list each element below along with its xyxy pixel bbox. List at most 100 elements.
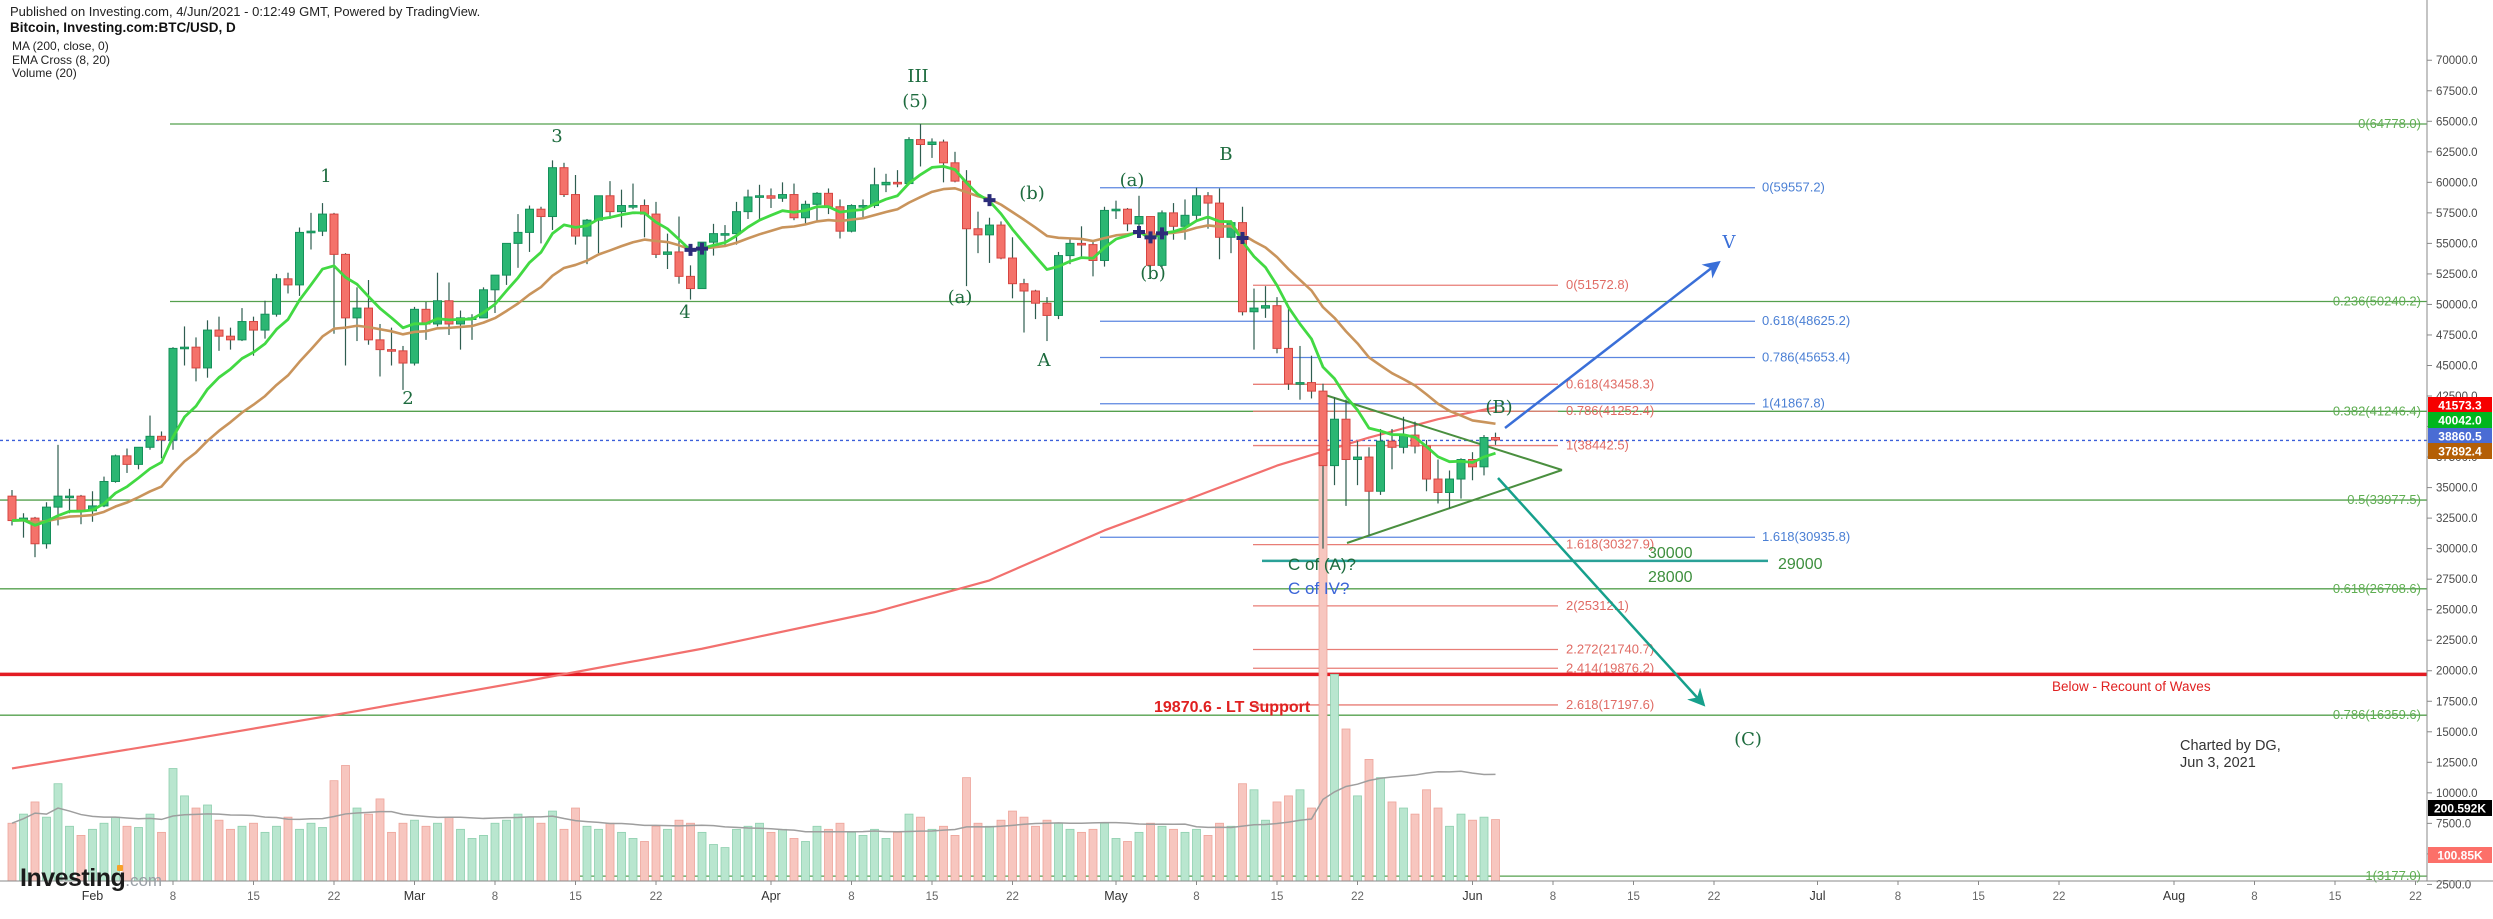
svg-text:22: 22 [2409,891,2422,903]
svg-text:22: 22 [650,891,663,903]
drawn-lines [0,439,2427,677]
svg-text:22: 22 [1006,891,1019,903]
svg-text:38860.5: 38860.5 [2438,430,2482,444]
svg-text:A: A [1037,350,1052,371]
investing-logo-dot-icon [117,865,123,871]
svg-text:52500.0: 52500.0 [2436,269,2478,281]
investing-logo-text: Investing [20,864,126,892]
svg-text:Aug: Aug [2163,889,2185,903]
svg-text:(a): (a) [1120,170,1145,191]
svg-text:0.5(33977.5): 0.5(33977.5) [2347,492,2421,507]
svg-text:0.618(26708.6): 0.618(26708.6) [2333,581,2421,596]
svg-text:50000.0: 50000.0 [2436,299,2478,311]
ma200-line [11,406,1496,770]
svg-text:C of (A)?: C of (A)? [1288,555,1356,574]
scenario-arrows [1497,260,1721,707]
legend-item-ma200[interactable]: MA (200, close, 0) [12,39,109,53]
wave-annotations: 1 2 3 4 III (5) (a) (b) A (a) (b) B (B) V (C) [320,66,1762,750]
bullish-scenario-arrow [1504,260,1721,429]
svg-text:0(51572.8): 0(51572.8) [1566,277,1629,292]
fib-green: 0(64778.0) 0.236(50240.2) 0.382(41246.4) 0.… [0,116,2427,883]
time-axis[interactable]: Feb 8 15 22 Mar 8 15 22 Apr 8 15 22 May 8 15 22 Jun 8 15 22… [0,880,2493,903]
fib-blue: 0(59557.2) 0.618(48625.2) 0.786(45653.4) 1(… [1100,180,1850,544]
svg-text:22: 22 [328,891,341,903]
svg-text:1.618(30935.8): 1.618(30935.8) [1762,529,1850,544]
svg-text:8: 8 [848,891,854,903]
svg-text:70000.0: 70000.0 [2436,55,2478,67]
legend-item-ema-cross[interactable]: EMA Cross (8, 20) [12,52,111,67]
ema-cross-markers [684,194,1249,256]
svg-text:41573.3: 41573.3 [2438,399,2482,413]
svg-text:62500.0: 62500.0 [2436,147,2478,159]
svg-text:May: May [1104,889,1128,903]
ema20-line [11,187,1496,524]
svg-text:15: 15 [569,891,582,903]
svg-text:(b): (b) [1019,183,1045,204]
svg-text:1: 1 [320,166,331,187]
svg-text:0.786(41252.4): 0.786(41252.4) [1566,403,1654,418]
svg-text:40042.0: 40042.0 [2438,414,2482,428]
svg-text:0.236(50240.2): 0.236(50240.2) [2333,294,2421,309]
svg-text:35000.0: 35000.0 [2436,483,2478,495]
svg-text:8: 8 [1193,891,1199,903]
svg-text:(a): (a) [948,287,973,308]
svg-text:8: 8 [1550,891,1556,903]
svg-text:22: 22 [1708,891,1721,903]
svg-text:17500.0: 17500.0 [2436,696,2478,708]
svg-text:15000.0: 15000.0 [2436,727,2478,739]
svg-text:20000.0: 20000.0 [2436,666,2478,678]
symbol-title: Bitcoin, Investing.com:BTC/USD, D [10,20,236,35]
svg-text:2.414(19876.2): 2.414(19876.2) [1566,660,1654,675]
svg-text:100.85K: 100.85K [2437,849,2483,863]
text-annotations: C of (A)? C of IV? 30000 28000 29000 19870.6 … [1154,545,2281,771]
candles[interactable] [7,124,1500,558]
svg-text:45000.0: 45000.0 [2436,360,2478,372]
svg-text:(b): (b) [1140,263,1166,284]
svg-text:1(38442.5): 1(38442.5) [1566,438,1629,453]
published-line: Published on Investing.com, 4/Jun/2021 -… [10,4,481,19]
svg-text:(B): (B) [1485,397,1512,418]
svg-text:25000.0: 25000.0 [2436,605,2478,617]
svg-text:27500.0: 27500.0 [2436,574,2478,586]
bearish-scenario-arrow [1497,477,1706,707]
svg-text:30000.0: 30000.0 [2436,544,2478,556]
svg-text:12500.0: 12500.0 [2436,757,2478,769]
svg-text:1(41867.8): 1(41867.8) [1762,396,1825,411]
svg-text:30000: 30000 [1648,545,1693,562]
volume-ma-line [11,770,1496,833]
svg-text:19870.6 - LT Support: 19870.6 - LT Support [1154,699,1311,716]
svg-text:67500.0: 67500.0 [2436,86,2478,98]
svg-text:Charted by DG,: Charted by DG, [2180,738,2281,754]
svg-text:22500.0: 22500.0 [2436,635,2478,647]
svg-text:V: V [1722,232,1737,253]
svg-text:2.272(21740.7): 2.272(21740.7) [1566,641,1654,656]
legend-item-volume[interactable]: Volume (20) [12,66,77,80]
svg-text:22: 22 [2053,891,2066,903]
svg-text:8: 8 [1895,891,1901,903]
svg-text:C of IV?: C of IV? [1288,579,1349,598]
svg-text:15: 15 [1972,891,1985,903]
svg-text:2500.0: 2500.0 [2436,879,2471,891]
investing-logo-suffix: .com [125,871,163,890]
svg-text:15: 15 [1627,891,1640,903]
svg-text:0.618(43458.3): 0.618(43458.3) [1566,376,1654,391]
svg-text:8: 8 [2251,891,2257,903]
svg-text:Jun: Jun [1462,889,1482,903]
svg-text:8: 8 [170,891,176,903]
volume-pane [7,436,1500,882]
svg-text:(C): (C) [1734,729,1762,750]
svg-text:III: III [907,66,928,87]
price-axis[interactable]: 70000.0 67500.0 65000.0 62500.0 60000.0 57500… [2426,0,2478,891]
svg-text:0.786(45653.4): 0.786(45653.4) [1762,350,1850,365]
ema8-line [11,164,1496,527]
svg-text:0(64778.0): 0(64778.0) [2358,116,2421,131]
svg-text:55000.0: 55000.0 [2436,238,2478,250]
svg-text:0.618(48625.2): 0.618(48625.2) [1762,313,1850,328]
svg-text:200.592K: 200.592K [2434,802,2486,816]
investing-logo[interactable]: Investing.com [20,864,162,893]
svg-text:Jun 3, 2021: Jun 3, 2021 [2180,755,2256,771]
svg-text:(5): (5) [902,91,928,112]
svg-text:2.618(17197.6): 2.618(17197.6) [1566,697,1654,712]
